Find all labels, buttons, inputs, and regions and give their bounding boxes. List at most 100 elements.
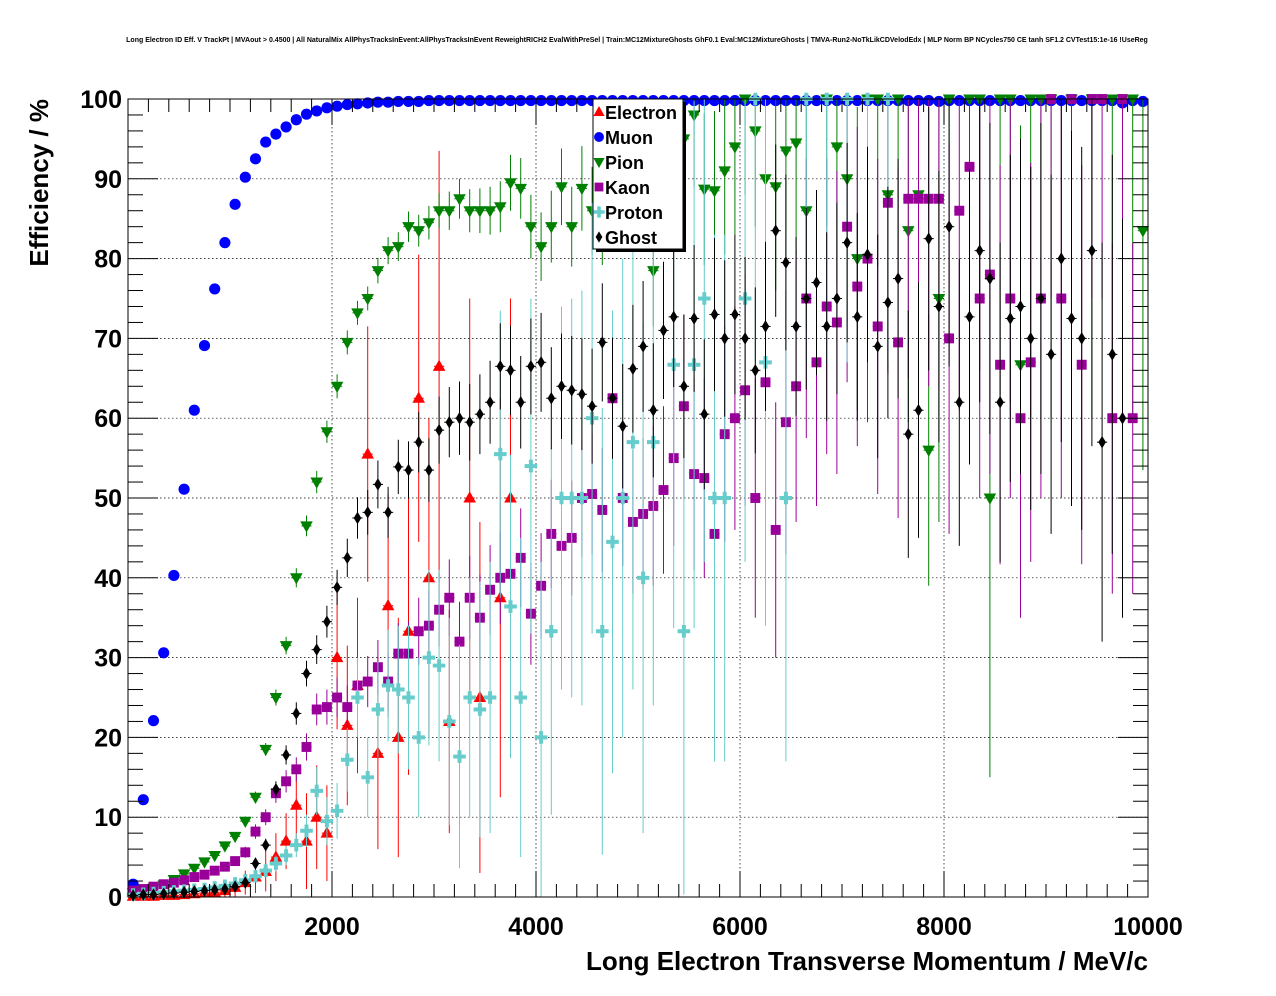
data-point-kaon	[281, 770, 292, 793]
data-point-ghost	[250, 857, 261, 870]
data-point-electron	[361, 326, 374, 582]
data-point-muon	[484, 95, 496, 107]
data-point-pion	[279, 636, 293, 655]
data-point-muon	[708, 95, 721, 107]
y-tick-label: 80	[94, 246, 122, 274]
y-tick-label: 100	[80, 86, 122, 114]
data-point-ghost	[332, 569, 343, 605]
data-point-muon	[413, 95, 425, 107]
data-point-ghost	[709, 237, 720, 392]
data-point-ghost	[546, 347, 557, 450]
data-point-muon	[280, 121, 292, 133]
data-point-muon	[504, 95, 517, 107]
data-point-proton	[463, 577, 476, 818]
data-point-pion	[361, 286, 374, 311]
legend-box	[592, 98, 684, 250]
data-point-muon	[566, 95, 578, 107]
data-point-ghost	[597, 283, 608, 402]
data-point-kaon	[219, 861, 230, 872]
data-point-muon	[290, 114, 302, 126]
data-point-proton	[361, 737, 374, 818]
data-point-muon	[545, 95, 557, 107]
data-point-electron	[290, 769, 303, 842]
data-point-pion	[575, 146, 589, 231]
data-point-proton	[412, 657, 425, 818]
data-point-kaon	[311, 693, 322, 726]
x-tick-label: 6000	[712, 913, 768, 941]
data-point-pion	[218, 841, 232, 853]
legend: Electron Muon Pion Kaon Proton Ghost	[592, 98, 686, 252]
data-point-ghost	[474, 374, 485, 455]
data-point-pion	[504, 154, 517, 211]
data-point-ghost	[1035, 122, 1046, 475]
legend-marker	[594, 132, 604, 142]
data-point-muon	[474, 95, 486, 107]
data-point-ghost	[138, 888, 149, 901]
data-point-ghost	[321, 605, 332, 638]
data-point-ghost	[434, 396, 445, 464]
data-point-kaon	[332, 677, 343, 718]
data-point-pion	[198, 857, 211, 869]
legend-label: Pion	[605, 153, 644, 173]
data-point-muon	[209, 283, 221, 295]
data-point-pion	[483, 186, 497, 235]
data-point-ghost	[933, 170, 944, 443]
data-point-muon	[270, 128, 282, 140]
data-point-pion	[718, 99, 731, 255]
data-point-pion	[463, 189, 476, 233]
legend-entry-electron: Electron	[593, 103, 677, 123]
legend-label: Ghost	[605, 228, 657, 248]
data-point-proton	[249, 869, 262, 883]
data-point-ghost	[780, 174, 791, 351]
data-point-proton	[269, 855, 283, 872]
data-point-ghost	[444, 387, 455, 458]
legend-label: Electron	[605, 103, 677, 123]
y-tick-label: 10	[94, 804, 122, 832]
data-point-proton	[698, 99, 711, 562]
data-point-ghost	[699, 339, 710, 490]
data-point-kaon	[250, 824, 261, 839]
data-point-proton	[596, 407, 609, 855]
data-point-ghost	[301, 660, 312, 687]
y-tick-label: 50	[94, 485, 122, 513]
data-point-ghost	[403, 441, 414, 499]
data-point-pion	[728, 99, 742, 235]
data-point-muon	[576, 95, 588, 107]
data-point-pion	[565, 186, 578, 267]
data-point-ghost	[281, 745, 292, 765]
data-point-ghost	[495, 323, 506, 410]
data-point-ghost	[729, 234, 740, 395]
data-point-muon	[362, 97, 374, 109]
data-point-pion	[392, 232, 405, 261]
data-point-pion	[555, 148, 568, 226]
data-point-ghost	[311, 635, 322, 664]
legend-marker	[593, 158, 605, 168]
y-tick-label: 90	[94, 166, 122, 194]
data-point-kaon	[658, 406, 669, 574]
data-point-ghost	[638, 280, 649, 412]
data-point-ghost	[128, 889, 139, 902]
data-point-ghost	[607, 337, 618, 459]
y-tick-label: 40	[94, 565, 122, 593]
axes: 2000 4000 6000 8000 10000 0 10 20 30 40 50 60 70 80 90…	[80, 86, 1182, 941]
data-point-ghost	[413, 411, 424, 473]
data-point-pion	[290, 568, 303, 588]
data-series	[126, 92, 1150, 902]
data-point-muon	[443, 95, 455, 107]
data-point-ghost	[270, 781, 281, 798]
data-point-ghost	[158, 887, 169, 901]
data-point-ghost	[913, 282, 924, 538]
data-point-proton	[320, 797, 334, 846]
data-point-ghost	[240, 876, 251, 889]
y-tick-label: 20	[94, 724, 122, 752]
legend-entry-muon: Muon	[594, 128, 653, 148]
data-point-ghost	[393, 439, 404, 495]
data-point-muon	[229, 198, 241, 210]
data-point-ghost	[352, 497, 363, 539]
legend-entry-kaon: Kaon	[594, 178, 650, 198]
data-point-ghost	[566, 336, 577, 445]
data-point-ghost	[454, 381, 465, 455]
data-point-kaon	[291, 757, 302, 782]
data-point-muon	[535, 95, 547, 107]
data-point-muon	[188, 404, 200, 416]
